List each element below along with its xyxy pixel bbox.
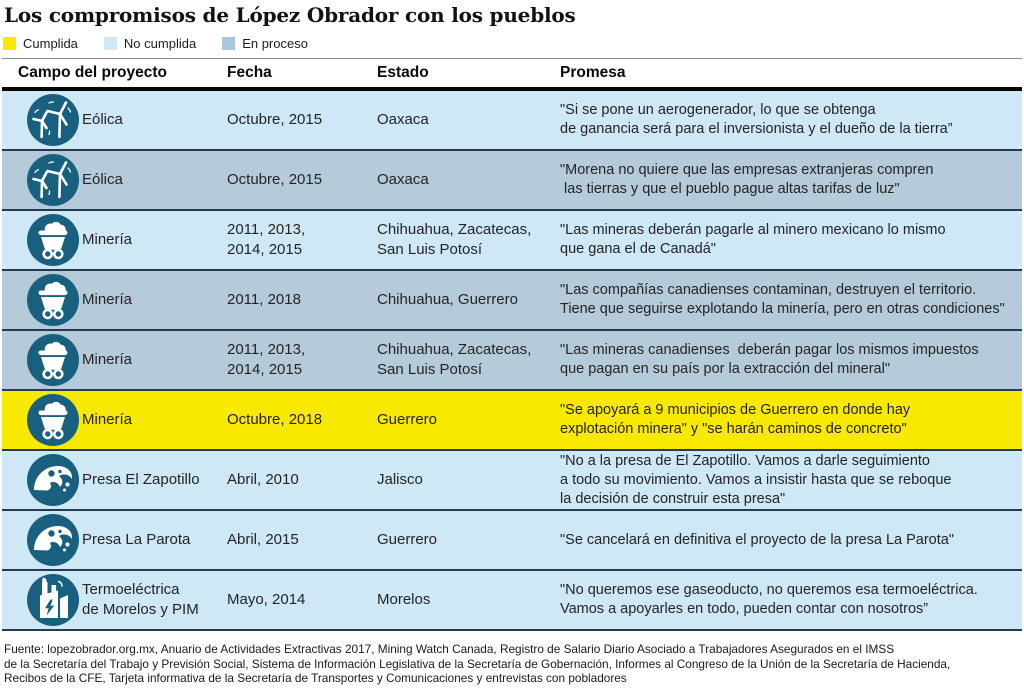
fecha-cell: Abril, 2015 [227,531,299,548]
table-row: Presa El Zapotillo Abril, 2010 Jalisco "… [2,451,1022,511]
table-row: Minería Octubre, 2018 Guerrero "Se apoya… [2,391,1022,451]
campo-cell: Minería [82,411,133,428]
wind-turbine-icon [27,94,79,146]
row-icon-cell [2,514,82,566]
page-title: Los compromisos de López Obrador con los… [4,3,576,27]
mining-cart-icon [27,394,79,446]
campo-cell: Minería [82,231,133,248]
table-row: Presa La Parota Abril, 2015 Guerrero "Se… [2,511,1022,571]
mining-cart-icon [27,334,79,386]
wave-icon [27,454,79,506]
row-icon-cell [2,154,82,206]
legend-item-no-cumplida: No cumplida [103,36,197,51]
promesa-cell: "Si se pone un aerogenerador, lo que se … [560,102,953,137]
infographic-page: Los compromisos de López Obrador con los… [0,3,1024,690]
mining-cart-icon [27,274,79,326]
promesa-cell: "No queremos ese gaseoducto, no queremos… [560,582,978,617]
table-row: Minería 2011, 2013, 2014, 2015 Chihuahua… [2,331,1022,391]
row-icon-cell [2,94,82,146]
column-header-fecha: Fecha [227,64,272,81]
column-header-estado: Estado [377,64,429,81]
table-row: Eólica Octubre, 2015 Oaxaca "Morena no q… [2,151,1022,211]
wave-icon [27,514,79,566]
estado-cell: Oaxaca [377,111,429,128]
fecha-cell: 2011, 2018 [227,291,301,308]
estado-cell: Chihuahua, Zacatecas, San Luis Potosí [377,221,532,258]
source-note: Fuente: lopezobrador.org.mx, Anuario de … [4,642,951,686]
campo-cell: Termoeléctrica de Morelos y PIM [82,581,199,618]
column-header-campo: Campo del proyecto [18,64,167,81]
fecha-cell: 2011, 2013, 2014, 2015 [227,221,306,258]
legend-label: No cumplida [123,36,197,51]
promesa-cell: "Se cancelará en definitiva el proyecto … [560,531,954,548]
campo-cell: Presa La Parota [82,531,191,548]
table-header-row: Campo del proyecto Fecha Estado Promesa [2,58,1022,91]
wind-turbine-icon [27,154,79,206]
promesa-cell: "Las mineras canadienses deberán pagar l… [560,342,979,377]
campo-cell: Eólica [82,111,123,128]
table-row: Termoeléctrica de Morelos y PIM Mayo, 20… [2,571,1022,631]
row-icon-cell [2,394,82,446]
legend-label: En proceso [242,36,308,51]
campo-cell: Minería [82,291,133,308]
fecha-cell: Mayo, 2014 [227,591,306,608]
status-legend: Cumplida No cumplida En proceso [3,36,1024,51]
fecha-cell: Abril, 2010 [227,471,299,488]
row-icon-cell [2,214,82,266]
thermoelectric-plant-icon [27,574,79,626]
table-row: Minería 2011, 2013, 2014, 2015 Chihuahua… [2,211,1022,271]
mining-cart-icon [27,214,79,266]
row-icon-cell [2,454,82,506]
campo-cell: Eólica [82,171,123,188]
estado-cell: Guerrero [377,531,438,548]
campo-cell: Presa El Zapotillo [82,471,200,488]
row-icon-cell [2,574,82,626]
cumplida-swatch-icon [3,37,16,50]
column-header-promesa: Promesa [560,64,626,81]
table-row: Minería 2011, 2018 Chihuahua, Guerrero "… [2,271,1022,331]
legend-item-cumplida: Cumplida [3,36,78,51]
estado-cell: Jalisco [377,471,423,488]
fecha-cell: Octubre, 2015 [227,111,323,128]
table-row: Eólica Octubre, 2015 Oaxaca "Si se pone … [2,91,1022,151]
estado-cell: Chihuahua, Guerrero [377,291,518,308]
row-icon-cell [2,334,82,386]
promesa-cell: "Se apoyará a 9 municipios de Guerrero e… [560,402,911,437]
promesa-cell: "Las mineras deberán pagarle al minero m… [560,222,946,257]
campo-cell: Minería [82,351,133,368]
promesa-cell: "No a la presa de El Zapotillo. Vamos a … [560,452,952,507]
row-icon-cell [2,274,82,326]
estado-cell: Guerrero [377,411,438,428]
fecha-cell: Octubre, 2015 [227,171,323,188]
fecha-cell: 2011, 2013, 2014, 2015 [227,341,306,378]
estado-cell: Morelos [377,591,431,608]
estado-cell: Oaxaca [377,171,429,188]
fecha-cell: Octubre, 2018 [227,411,323,428]
commitments-table: Campo del proyecto Fecha Estado Promesa [2,58,1022,631]
legend-item-en-proceso: En proceso [222,36,308,51]
en-proceso-swatch-icon [222,37,236,50]
promesa-cell: "Las compañías canadienses contaminan, d… [560,282,1005,317]
promesa-cell: "Morena no quiere que las empresas extra… [560,162,934,197]
no-cumplida-swatch-icon [103,37,117,50]
legend-label: Cumplida [23,36,78,51]
estado-cell: Chihuahua, Zacatecas, San Luis Potosí [377,341,532,378]
